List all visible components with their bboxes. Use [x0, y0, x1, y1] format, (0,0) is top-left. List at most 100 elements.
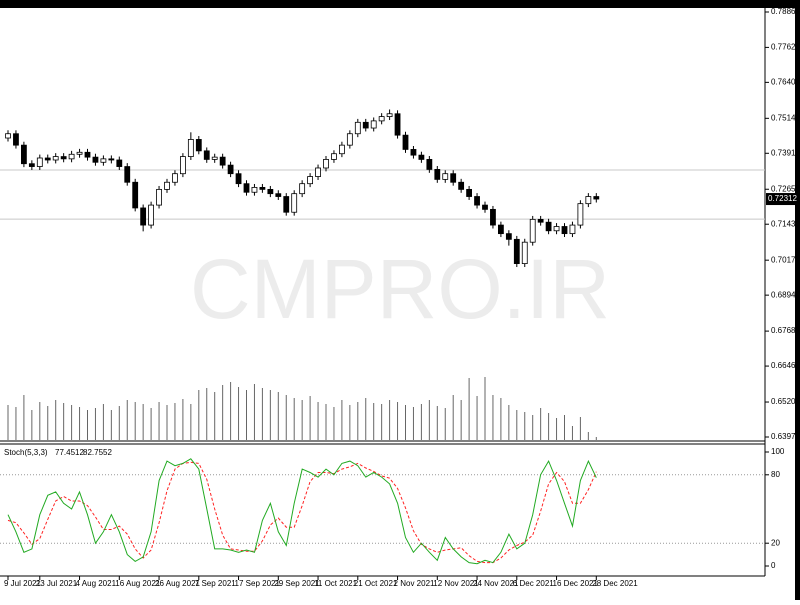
candle-body: [211, 156, 218, 160]
candle-body: [402, 134, 409, 150]
stoch-d-value: 82.7552: [83, 448, 112, 457]
x-tick-label: 24 Nov 2021: [473, 579, 519, 588]
y-tick-label: 0.78865: [771, 7, 800, 16]
y-tick-label: 0.77625: [771, 43, 800, 52]
x-tick-label: 28 Dec 2021: [592, 579, 638, 588]
x-tick-label: 6 Dec 2021: [513, 579, 554, 588]
candle-body: [76, 151, 83, 155]
x-tick-label: 21 Oct 2021: [354, 579, 398, 588]
candle-body: [251, 186, 258, 193]
candle-body: [410, 149, 417, 156]
candle-body: [267, 188, 274, 195]
candle-body: [68, 153, 75, 160]
candle-body: [172, 173, 178, 183]
stoch-y-tick-label: 100: [771, 447, 785, 456]
candle-body: [116, 159, 123, 167]
candle-body: [386, 113, 393, 118]
stoch-main-line: [7, 458, 597, 565]
candle-body: [378, 116, 385, 122]
candle-body: [227, 164, 234, 175]
stoch-signal-line: [7, 461, 597, 564]
candle-body: [187, 139, 194, 157]
y-tick-label: 0.68945: [771, 290, 800, 299]
candle-body: [140, 207, 147, 226]
candle-body: [259, 186, 266, 190]
y-tick-label: 0.73915: [771, 148, 800, 157]
stoch-y-tick-label: 20: [771, 538, 780, 547]
x-tick-label: 11 Oct 2021: [314, 579, 358, 588]
candle-body: [442, 173, 449, 180]
x-tick-label: 23 Jul 2021: [36, 579, 78, 588]
y-tick-label: 0.70170: [771, 255, 800, 264]
candle-body: [577, 203, 584, 226]
stoch-y-tick-label: 80: [771, 470, 780, 479]
x-tick-label: 2 Nov 2021: [394, 579, 435, 588]
right-frame: [795, 0, 800, 600]
candle-body: [44, 157, 51, 161]
x-tick-label: 16 Aug 2021: [115, 579, 160, 588]
candle-body: [513, 238, 520, 265]
y-tick-label: 0.76400: [771, 77, 800, 86]
candle-body: [243, 183, 250, 193]
candle-body: [132, 181, 139, 209]
candle-body: [92, 156, 99, 163]
candle-body: [426, 159, 433, 170]
candle-body: [148, 204, 155, 226]
candle-body: [362, 121, 369, 129]
candle-body: [338, 144, 345, 155]
candle-body: [490, 208, 496, 226]
x-tick-label: 16 Dec 2021: [553, 579, 599, 588]
y-tick-label: 0.63975: [771, 432, 800, 441]
candle-body: [482, 204, 488, 210]
candle-body: [569, 224, 576, 235]
x-tick-label: 7 Sep 2021: [195, 579, 236, 588]
x-tick-label: 9 Jul 2021: [4, 579, 41, 588]
candle-body: [195, 139, 202, 152]
candle-body: [235, 173, 242, 185]
candle-body: [275, 193, 282, 197]
x-tick-label: 4 Aug 2021: [76, 579, 117, 588]
candle-body: [505, 233, 512, 240]
candle-body: [299, 183, 306, 195]
top-frame: [0, 0, 800, 8]
candle-body: [203, 150, 210, 160]
candle-body: [418, 154, 425, 160]
x-tick-label: 17 Sep 2021: [235, 579, 281, 588]
candle-body: [307, 176, 314, 185]
candle-body: [5, 133, 11, 139]
candle-body: [291, 193, 298, 213]
candle-body: [52, 156, 59, 161]
candle-body: [561, 226, 568, 235]
candle-body: [450, 173, 457, 183]
candle-body: [585, 196, 592, 205]
y-tick-label: 0.67685: [771, 326, 800, 335]
candle-body: [394, 113, 401, 136]
candle-body: [36, 157, 43, 167]
candle-body: [156, 188, 162, 206]
candle-body: [458, 181, 465, 190]
candle-body: [84, 151, 91, 158]
candle-body: [434, 169, 441, 180]
y-tick-label: 0.75140: [771, 113, 800, 122]
candle-body: [20, 144, 27, 165]
x-tick-label: 12 Nov 2021: [433, 579, 479, 588]
candle-body: [60, 156, 67, 160]
y-tick-label: 0.72655: [771, 184, 800, 193]
candle-body: [179, 156, 186, 175]
stoch-y-tick-label: 0: [771, 561, 776, 570]
candle-body: [370, 120, 377, 129]
candle-body: [283, 196, 290, 213]
stoch-k-value: 77.4512: [55, 448, 84, 457]
x-tick-label: 29 Sep 2021: [274, 579, 320, 588]
candle-body: [100, 158, 107, 163]
y-tick-label: 0.66460: [771, 361, 800, 370]
candle-body: [466, 188, 473, 197]
price-label-box: [766, 193, 795, 206]
x-tick-label: 26 Aug 2021: [155, 579, 200, 588]
candle-body: [323, 159, 329, 169]
candle-body: [529, 218, 536, 243]
candle-body: [219, 156, 226, 166]
candle-body: [537, 218, 544, 223]
